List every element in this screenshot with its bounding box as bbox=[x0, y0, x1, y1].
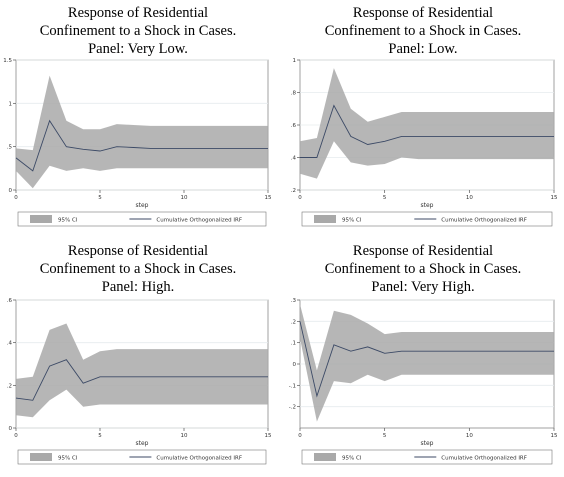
chart-title-line: Confinement to a Shock in Cases. bbox=[39, 261, 237, 277]
ci-band bbox=[16, 75, 268, 189]
chart-title-line: Panel: Low. bbox=[388, 41, 458, 57]
legend-ci-swatch bbox=[30, 215, 52, 223]
legend-line-label: Cumulative Orthogonalized IRF bbox=[441, 456, 527, 462]
x-tick-label: 15 bbox=[551, 195, 558, 201]
legend-line-label: Cumulative Orthogonalized IRF bbox=[156, 218, 242, 224]
x-tick-label: 10 bbox=[181, 195, 188, 201]
y-tick-label: 0 bbox=[9, 188, 13, 194]
x-tick-label: 10 bbox=[466, 433, 473, 439]
chart-title-line: Panel: High. bbox=[101, 279, 175, 295]
chart-title-line: Response of Residential bbox=[352, 5, 494, 21]
legend-line-label: Cumulative Orthogonalized IRF bbox=[156, 456, 242, 462]
chart-title-line: Confinement to a Shock in Cases. bbox=[324, 261, 522, 277]
x-tick-label: 5 bbox=[383, 433, 387, 439]
y-tick-label: .4 bbox=[291, 156, 297, 162]
legend-ci-label: 95% CI bbox=[342, 218, 362, 224]
x-axis-label: step bbox=[421, 202, 434, 209]
chart-title-line: Confinement to a Shock in Cases. bbox=[324, 23, 522, 39]
y-tick-label: .8 bbox=[291, 91, 297, 97]
chart-panel-high: Response of Residential Confinement to a… bbox=[2, 240, 274, 476]
legend-ci-swatch bbox=[314, 215, 336, 223]
irf-line bbox=[15, 119, 268, 172]
x-tick-label: 15 bbox=[265, 433, 272, 439]
y-tick-label: .5 bbox=[7, 145, 13, 151]
legend-ci-swatch bbox=[314, 453, 336, 461]
y-tick-label: .2 bbox=[291, 319, 296, 325]
y-tick-label: .6 bbox=[7, 298, 13, 304]
chart-title-line: Response of Residential bbox=[67, 5, 209, 21]
irf-line bbox=[15, 359, 268, 401]
chart-title: Response of Residential Confinement to a… bbox=[2, 242, 274, 296]
x-tick-label: 0 bbox=[14, 195, 18, 201]
x-tick-label: 10 bbox=[466, 195, 473, 201]
chart-title: Response of Residential Confinement to a… bbox=[2, 4, 274, 58]
chart-title-line: Confinement to a Shock in Cases. bbox=[39, 23, 237, 39]
irf-line bbox=[300, 104, 554, 158]
irf-chart: 0 .2 .4 .6 0 5 10 15 step 95% CI Cumulative Orthog… bbox=[7, 298, 272, 465]
x-tick-label: 0 bbox=[14, 433, 18, 439]
chart-title: Response of Residential Confinement to a… bbox=[286, 242, 560, 296]
y-tick-label: -.1 bbox=[289, 383, 296, 389]
chart-title-line: Response of Residential bbox=[352, 243, 494, 259]
legend-ci-label: 95% CI bbox=[58, 218, 78, 224]
ci-band bbox=[300, 304, 554, 422]
chart-title-line: Panel: Very Low. bbox=[88, 41, 188, 57]
legend-line-label: Cumulative Orthogonalized IRF bbox=[441, 218, 527, 224]
x-axis-label: step bbox=[136, 202, 149, 209]
ci-band bbox=[16, 323, 268, 418]
irf-line bbox=[299, 321, 554, 398]
x-tick-label: 15 bbox=[265, 195, 272, 201]
x-tick-label: 5 bbox=[383, 195, 387, 201]
legend-ci-swatch bbox=[30, 453, 52, 461]
y-tick-label: -.2 bbox=[289, 405, 296, 411]
x-tick-label: 10 bbox=[181, 433, 188, 439]
x-tick-label: 0 bbox=[298, 195, 302, 201]
chart-title: Response of Residential Confinement to a… bbox=[286, 4, 560, 58]
legend-ci-label: 95% CI bbox=[342, 456, 362, 462]
irf-chart: -.2 -.1 0 .1 .2 .3 0 5 10 15 step 95% CI Cumulative … bbox=[289, 298, 558, 465]
chart-panel-low: Response of Residential Confinement to a… bbox=[286, 0, 560, 236]
y-tick-label: .2 bbox=[7, 383, 12, 389]
y-tick-label: .4 bbox=[7, 341, 13, 347]
chart-panel-very-low: Response of Residential Confinement to a… bbox=[2, 0, 274, 236]
chart-title-line: Response of Residential bbox=[67, 243, 209, 259]
chart-title-line: Panel: Very High. bbox=[371, 279, 475, 295]
irf-chart: 0 .5 1 1.5 0 5 10 15 step 95% CI Cumulative Orthog… bbox=[3, 58, 272, 227]
y-tick-label: .6 bbox=[291, 123, 297, 129]
y-tick-label: 0 bbox=[293, 362, 297, 368]
y-tick-label: .2 bbox=[291, 188, 296, 194]
y-tick-label: .1 bbox=[291, 341, 296, 347]
legend-ci-label: 95% CI bbox=[58, 456, 78, 462]
y-tick-label: 1 bbox=[9, 101, 13, 107]
y-tick-label: 0 bbox=[9, 426, 13, 432]
y-tick-label: .3 bbox=[291, 298, 297, 304]
chart-panel-very-high: Response of Residential Confinement to a… bbox=[286, 240, 560, 476]
x-axis-label: step bbox=[136, 440, 149, 447]
x-tick-label: 15 bbox=[551, 433, 558, 439]
x-tick-label: 5 bbox=[98, 433, 102, 439]
y-tick-label: 1.5 bbox=[3, 58, 12, 64]
x-tick-label: 5 bbox=[98, 195, 102, 201]
y-tick-label: 1 bbox=[293, 58, 297, 64]
x-tick-label: 0 bbox=[298, 433, 302, 439]
ci-band bbox=[300, 68, 554, 179]
x-axis-label: step bbox=[421, 440, 434, 447]
